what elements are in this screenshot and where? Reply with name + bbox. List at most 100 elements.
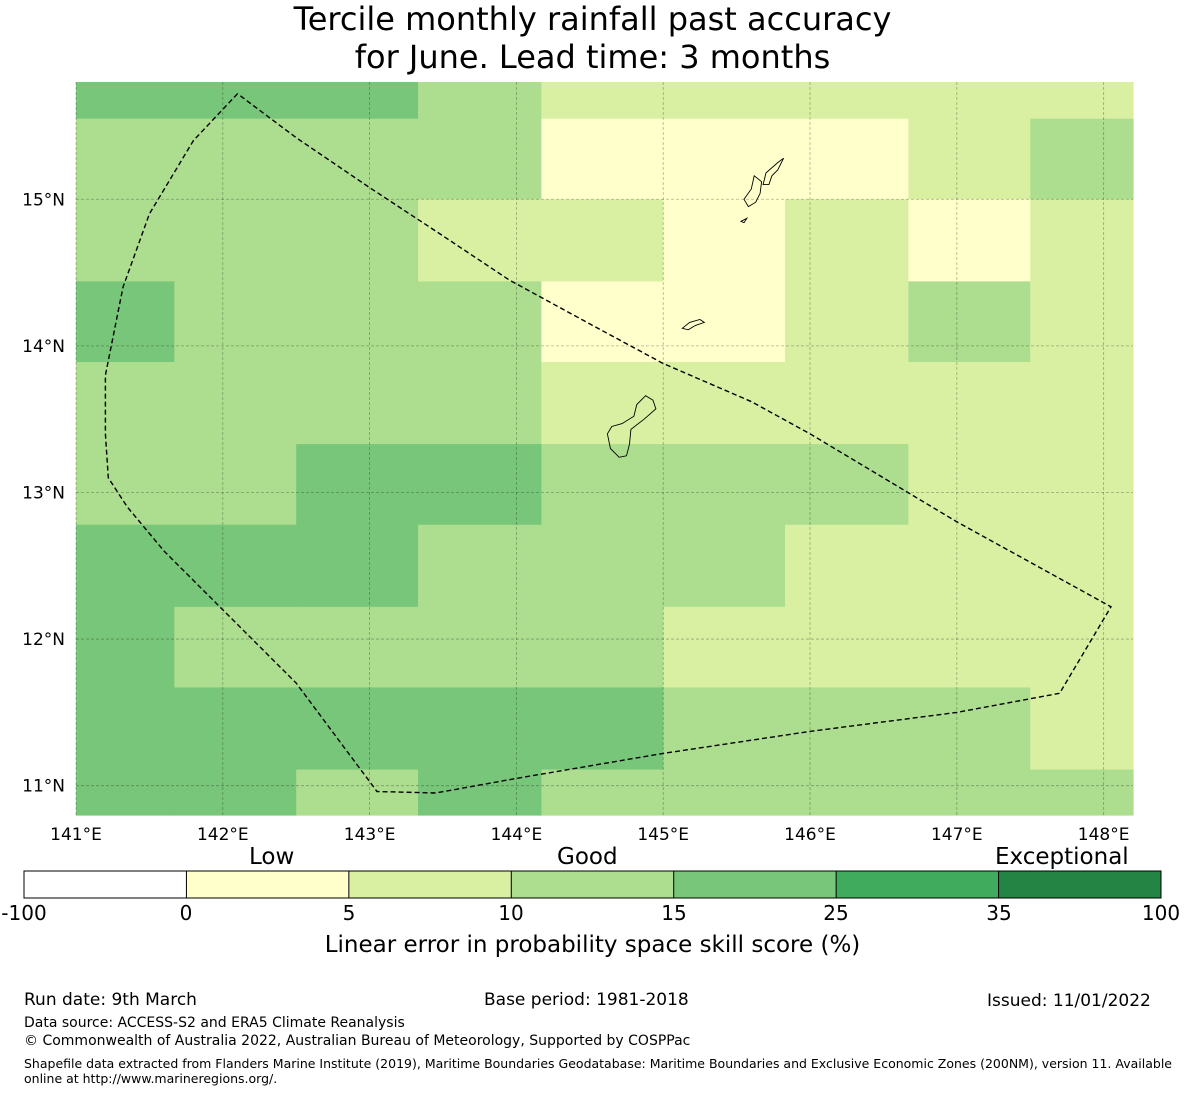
- run-date: Run date: 9th March: [24, 990, 197, 1010]
- grid-cell: [541, 362, 664, 445]
- colorbar-frame: [23, 870, 1162, 899]
- colorbar-swatch: [24, 871, 187, 898]
- longitude-label: 148°E: [1078, 825, 1130, 845]
- grid-cell: [76, 281, 175, 363]
- colorbar-category-good: Good: [557, 844, 618, 870]
- grid-cell: [908, 524, 1031, 608]
- latitude-label: 12°N: [22, 630, 65, 650]
- grid-cell: [1030, 524, 1134, 608]
- grid-cell: [663, 687, 786, 771]
- grid-cell: [76, 687, 175, 771]
- colorbar: [23, 870, 1162, 899]
- graticule: [75, 82, 1133, 815]
- longitude-label: 145°E: [637, 825, 689, 845]
- title-line-1: Tercile monthly rainfall past accuracy: [293, 0, 892, 38]
- grid-cell: [296, 687, 419, 771]
- colorbar-swatch: [186, 871, 349, 898]
- colorbar-swatch: [511, 871, 674, 898]
- copyright: © Commonwealth of Australia 2022, Austra…: [24, 1033, 691, 1049]
- map-title: Tercile monthly rainfall past accuracy f…: [0, 0, 1185, 76]
- grid-cell: [76, 362, 175, 445]
- grid-cell: [785, 444, 909, 526]
- grid-cell: [296, 362, 419, 445]
- latitude-label: 11°N: [22, 777, 65, 797]
- grid-cell: [76, 606, 175, 689]
- longitude-label: 147°E: [931, 825, 983, 845]
- colorbar-swatch: [836, 871, 999, 898]
- grid-cell: [296, 281, 419, 363]
- grid-cell: [418, 281, 542, 363]
- longitude-label: 146°E: [784, 825, 836, 845]
- grid-cell: [785, 281, 909, 363]
- latitude-label: 13°N: [22, 483, 65, 503]
- grid-cell: [1030, 687, 1134, 771]
- longitude-label: 144°E: [491, 825, 543, 845]
- colorbar-category-low: Low: [249, 844, 295, 870]
- grid-cell: [785, 118, 909, 200]
- base-period: Base period: 1981-2018: [484, 990, 689, 1010]
- island-outline: [681, 319, 706, 331]
- colorbar-swatch: [348, 871, 512, 898]
- grid-cell: [174, 444, 297, 526]
- grid-cell: [908, 82, 1031, 120]
- grid-cell: [785, 687, 909, 771]
- eez-boundary: [104, 93, 1112, 794]
- grid-cell: [1030, 444, 1134, 526]
- colorbar-swatch: [998, 871, 1161, 898]
- longitude-label: 141°E: [50, 825, 102, 845]
- grid-cell: [785, 769, 909, 816]
- grid-cell: [418, 687, 542, 771]
- grid-cell: [785, 199, 909, 282]
- grid-cell: [76, 199, 175, 282]
- grid-cell: [1030, 769, 1134, 816]
- grid-cell: [174, 362, 297, 445]
- grid-cell: [541, 82, 664, 120]
- grid-cell: [1030, 118, 1134, 200]
- grid-cell: [663, 362, 786, 445]
- colorbar-tick: -100: [1, 901, 47, 925]
- grid-cell: [76, 118, 175, 200]
- latitude-label: 14°N: [22, 337, 65, 357]
- grid-cell: [541, 199, 664, 282]
- grid-cell: [1030, 281, 1134, 363]
- colorbar-tick: 0: [179, 901, 193, 925]
- grid-cell: [908, 769, 1031, 816]
- island-outline: [762, 157, 785, 186]
- colorbar-tick: 15: [661, 901, 687, 925]
- grid-cell: [785, 82, 909, 120]
- colorbar-tick: 5: [342, 901, 356, 925]
- map-figure: 141°E 142°E 143°E 144°E 145°E 146°E 147°E 148°E…: [22, 82, 1162, 899]
- colorbar-category-exceptional: Exceptional: [995, 844, 1129, 870]
- grid-cell: [1030, 606, 1134, 689]
- grid-cell: [785, 606, 909, 689]
- data-source: Data source: ACCESS-S2 and ERA5 Climate …: [24, 1015, 405, 1031]
- grid-cell: [174, 82, 297, 120]
- islands: [606, 157, 785, 458]
- grid-cell: [418, 444, 542, 526]
- grid-cell: [908, 444, 1031, 526]
- grid-cell: [418, 769, 542, 816]
- issued-date: Issued: 11/01/2022: [987, 991, 1151, 1011]
- grid-cell: [174, 606, 297, 689]
- grid-cell: [663, 524, 786, 608]
- grid-cell: [418, 606, 542, 689]
- grid-cell: [541, 444, 664, 526]
- island-outline: [606, 395, 657, 458]
- grid-cell: [663, 769, 786, 816]
- grid-cell: [76, 769, 175, 816]
- longitude-label: 143°E: [344, 825, 396, 845]
- grid-cell: [296, 118, 419, 200]
- grid-cell: [908, 281, 1031, 363]
- grid-cell: [174, 524, 297, 608]
- grid-cell: [908, 687, 1031, 771]
- colorbar-tick: 100: [1141, 901, 1181, 925]
- grid-cell: [1030, 362, 1134, 445]
- grid-cell: [296, 606, 419, 689]
- grid-cell: [541, 606, 664, 689]
- grid-cell: [418, 82, 542, 120]
- colorbar-label: Linear error in probability space skill …: [324, 932, 861, 958]
- title-line-2: for June. Lead time: 3 months: [354, 38, 831, 76]
- grid-cell: [663, 118, 786, 200]
- grid-cell: [541, 687, 664, 771]
- grid-cell: [663, 444, 786, 526]
